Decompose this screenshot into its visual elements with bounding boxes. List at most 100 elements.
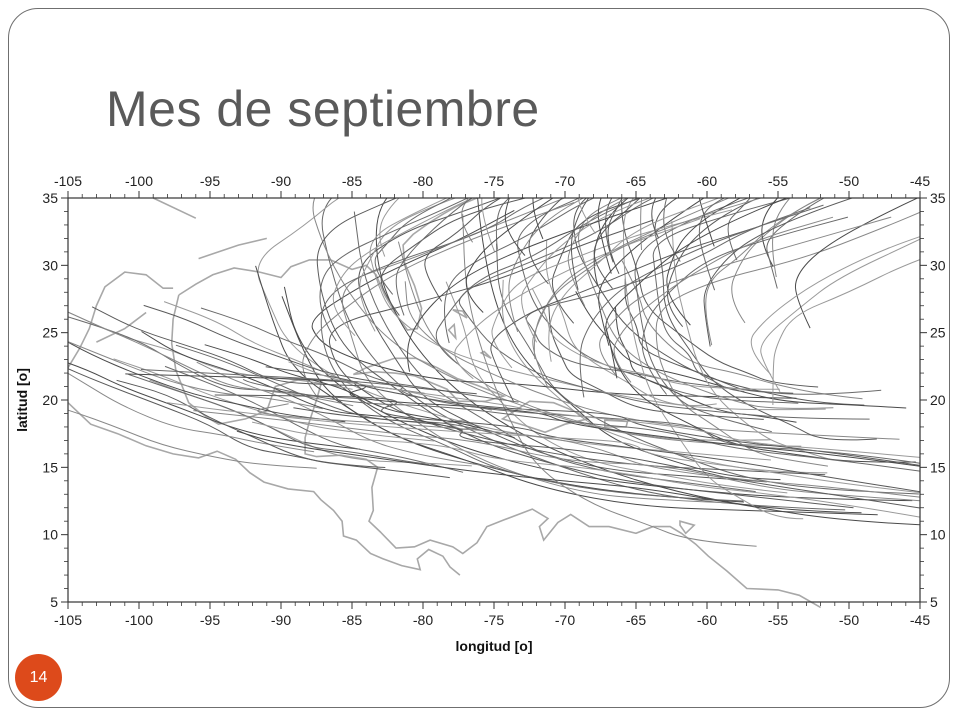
- y-axis-title: latitud [o]: [14, 368, 30, 432]
- y-tick-label-right: 35: [930, 190, 946, 206]
- x-tick-label-bottom: -75: [484, 612, 504, 628]
- x-tick-label-top: -50: [839, 173, 859, 189]
- coastline: [178, 197, 478, 331]
- y-tick-label-right: 25: [930, 325, 946, 341]
- storm-track: [321, 198, 846, 511]
- storm-track: [491, 209, 733, 369]
- storm-track: [579, 204, 824, 398]
- y-tick-label-left: 5: [50, 594, 58, 610]
- x-tick-label-top: -105: [54, 173, 82, 189]
- x-tick-label-bottom: -100: [125, 612, 153, 628]
- storm-track: [605, 198, 614, 263]
- storm-track: [445, 281, 788, 494]
- storm-track: [551, 198, 643, 324]
- y-tick-label-right: 30: [930, 257, 946, 273]
- storm-track: [727, 198, 751, 261]
- island-coastline: [353, 357, 507, 403]
- storm-track: [397, 241, 771, 441]
- storm-track: [236, 430, 920, 526]
- storm-track: [163, 301, 493, 411]
- coastline: [170, 294, 821, 609]
- x-tick-label-top: -60: [697, 173, 717, 189]
- storm-track: [508, 198, 585, 333]
- storm-track: [68, 362, 361, 450]
- y-tick-label-left: 15: [42, 459, 58, 475]
- storm-track: [593, 198, 641, 289]
- storm-track: [613, 216, 834, 383]
- slide-title: Mes de septiembre: [106, 81, 540, 137]
- storm-track: [698, 198, 726, 291]
- storm-track: [667, 198, 760, 328]
- storm-track: [68, 409, 317, 469]
- storm-track: [605, 198, 788, 379]
- x-tick-label-bottom: -70: [555, 612, 575, 628]
- x-axis-title: longitud [o]: [456, 638, 533, 654]
- storm-track: [703, 198, 854, 347]
- storm-track: [651, 198, 660, 239]
- x-tick-label-bottom: -65: [626, 612, 646, 628]
- storm-track: [125, 373, 920, 467]
- storm-track: [634, 198, 772, 433]
- island-coastline: [679, 520, 696, 535]
- x-tick-label-top: -75: [484, 173, 504, 189]
- storm-track: [165, 402, 920, 494]
- storm-track: [641, 216, 849, 395]
- storm-track: [766, 198, 825, 289]
- storm-track: [671, 221, 831, 460]
- storm-track: [531, 288, 780, 390]
- x-tick-label-bottom: -50: [839, 612, 859, 628]
- y-tick-label-left: 20: [42, 392, 58, 408]
- storm-track: [91, 306, 425, 394]
- x-tick-label-top: -45: [910, 173, 930, 189]
- coastline-layer: [67, 197, 821, 609]
- y-tick-label-right: 15: [930, 459, 946, 475]
- storm-track: [517, 198, 799, 404]
- storm-track: [578, 198, 834, 409]
- y-tick-label-left: 35: [42, 190, 58, 206]
- x-tick-label-bottom: -90: [271, 612, 291, 628]
- y-tick-label-left: 10: [42, 527, 58, 543]
- storm-track: [666, 198, 742, 326]
- x-tick-label-bottom: -95: [200, 612, 220, 628]
- storm-track: [528, 198, 564, 285]
- map-plot-frame: [67, 197, 921, 603]
- storm-track: [68, 372, 315, 453]
- storm-track: [545, 240, 717, 406]
- storm-track: [760, 238, 920, 392]
- x-tick-label-top: -90: [271, 173, 291, 189]
- storm-track: [772, 198, 791, 278]
- x-tick-label-top: -85: [342, 173, 362, 189]
- storm-track: [369, 198, 826, 411]
- storm-track: [359, 198, 457, 332]
- storm-track: [750, 236, 920, 376]
- x-tick-label-top: -80: [413, 173, 433, 189]
- storm-track: [640, 198, 643, 251]
- storm-track: [68, 341, 346, 423]
- storm-track: [761, 198, 779, 267]
- x-tick-label-top: -70: [555, 173, 575, 189]
- storm-track: [164, 365, 464, 473]
- storm-track: [573, 198, 865, 406]
- storm-track: [698, 198, 715, 247]
- storm-track: [533, 198, 763, 360]
- coastline: [152, 197, 197, 219]
- storm-track: [705, 198, 823, 346]
- y-tick-label-right: 20: [930, 392, 946, 408]
- storm-track: [257, 403, 920, 498]
- storm-tracks-layer: [68, 198, 920, 547]
- x-tick-label-top: -95: [200, 173, 220, 189]
- storm-track: [128, 373, 430, 466]
- storm-track: [143, 304, 477, 395]
- storm-track: [548, 198, 721, 362]
- storm-track: [316, 198, 854, 509]
- storm-track: [532, 198, 731, 389]
- x-tick-label-bottom: -45: [910, 612, 930, 628]
- x-tick-label-bottom: -105: [54, 612, 82, 628]
- island-coastline: [447, 322, 457, 341]
- storm-track: [621, 260, 863, 400]
- storm-track: [193, 410, 920, 502]
- storm-track: [68, 311, 354, 407]
- storm-track: [141, 331, 463, 431]
- storm-track: [288, 361, 920, 458]
